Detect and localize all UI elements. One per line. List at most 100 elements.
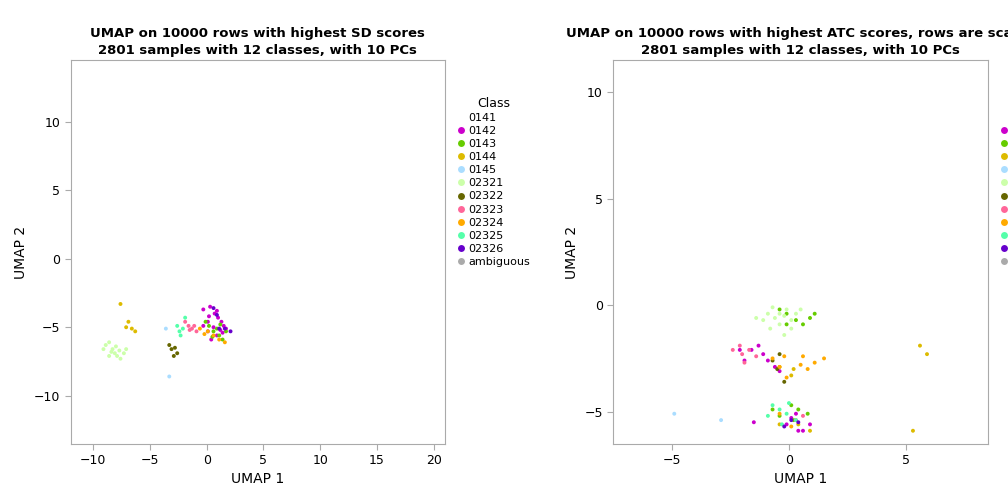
Point xyxy=(108,342,124,350)
Point xyxy=(790,427,806,435)
Legend: 0141, 0142, 0143, 0144, 0145, 02321, 02322, 02323, 02324, 02325, 02326, ambiguou: 0141, 0142, 0143, 0144, 0145, 02321, 023… xyxy=(458,97,530,267)
Point xyxy=(790,418,806,426)
Point xyxy=(802,427,818,435)
Point xyxy=(98,341,114,349)
Point xyxy=(181,326,198,334)
Point xyxy=(169,322,185,330)
Point xyxy=(210,313,226,322)
Point xyxy=(204,336,220,344)
Point xyxy=(764,356,780,364)
Point xyxy=(216,322,232,330)
Point xyxy=(771,420,787,428)
Point xyxy=(778,410,794,418)
Point xyxy=(206,323,222,331)
Point xyxy=(764,354,780,362)
Point xyxy=(912,342,928,350)
Point xyxy=(783,422,799,430)
Point xyxy=(113,355,129,363)
Point xyxy=(96,345,112,353)
Point xyxy=(211,325,227,333)
Point xyxy=(171,327,187,335)
Point xyxy=(792,361,808,369)
Point xyxy=(215,329,231,337)
Point xyxy=(776,378,792,386)
Point xyxy=(771,405,787,413)
Point xyxy=(771,367,787,375)
Point xyxy=(764,401,780,409)
Point xyxy=(771,309,787,318)
Point xyxy=(790,405,806,413)
Point xyxy=(760,309,776,318)
Point xyxy=(737,359,753,367)
Point xyxy=(767,314,783,322)
Point xyxy=(783,414,799,422)
Point xyxy=(188,327,205,335)
Point xyxy=(217,325,233,333)
Point xyxy=(120,318,136,326)
Point xyxy=(163,345,179,353)
Point xyxy=(218,325,234,333)
Point xyxy=(778,373,794,382)
Point xyxy=(206,304,222,312)
Point xyxy=(802,314,818,322)
Point xyxy=(748,314,764,322)
Point xyxy=(213,326,229,334)
Point xyxy=(180,322,197,330)
Point xyxy=(748,352,764,360)
Point xyxy=(792,305,808,313)
Point xyxy=(109,352,125,360)
Point xyxy=(737,356,753,364)
Point xyxy=(165,352,181,360)
Point xyxy=(214,318,230,326)
Point xyxy=(217,338,233,346)
Point xyxy=(197,330,213,338)
Point xyxy=(802,420,818,428)
Point xyxy=(209,332,225,340)
Point xyxy=(161,372,177,381)
Point xyxy=(200,327,216,335)
Point xyxy=(732,346,748,354)
Point xyxy=(183,325,200,333)
Point xyxy=(741,346,757,354)
Point xyxy=(905,427,921,435)
Point xyxy=(795,352,811,360)
Point xyxy=(771,363,787,371)
Point xyxy=(196,305,212,313)
Point xyxy=(206,332,222,340)
Point xyxy=(666,410,682,418)
Point xyxy=(201,322,217,330)
Point xyxy=(213,321,229,329)
Point xyxy=(785,416,801,424)
Point xyxy=(200,318,216,326)
Point xyxy=(764,405,780,413)
Point xyxy=(778,420,794,428)
Point xyxy=(776,352,792,360)
Point xyxy=(746,418,762,426)
Point xyxy=(734,350,750,358)
Point xyxy=(788,410,804,418)
Point xyxy=(760,356,776,364)
Point xyxy=(760,412,776,420)
Point xyxy=(788,416,804,424)
Point xyxy=(116,349,132,357)
Point xyxy=(211,332,227,340)
Title: UMAP on 10000 rows with highest ATC scores, rows are scaled
2801 samples with 12: UMAP on 10000 rows with highest ATC scor… xyxy=(565,27,1008,56)
Point xyxy=(783,325,799,333)
Point xyxy=(806,309,823,318)
Y-axis label: UMAP 2: UMAP 2 xyxy=(14,225,28,279)
Point xyxy=(769,365,785,373)
Point xyxy=(113,300,129,308)
Point xyxy=(158,325,174,333)
Point xyxy=(744,346,760,354)
Point xyxy=(771,363,787,371)
Point xyxy=(174,325,191,333)
Point xyxy=(795,412,811,420)
Point xyxy=(790,420,806,428)
Point xyxy=(732,342,748,350)
Legend: 0141, 0142, 0143, 0144, 0145, 02321, 02322, 02323, 02324, 02325, 02326, ambiguou: 0141, 0142, 0143, 0144, 0145, 02321, 023… xyxy=(1001,97,1008,267)
Point xyxy=(750,342,767,350)
Point xyxy=(788,316,804,324)
Point xyxy=(111,346,127,354)
Point xyxy=(795,321,811,329)
Point xyxy=(215,336,231,344)
